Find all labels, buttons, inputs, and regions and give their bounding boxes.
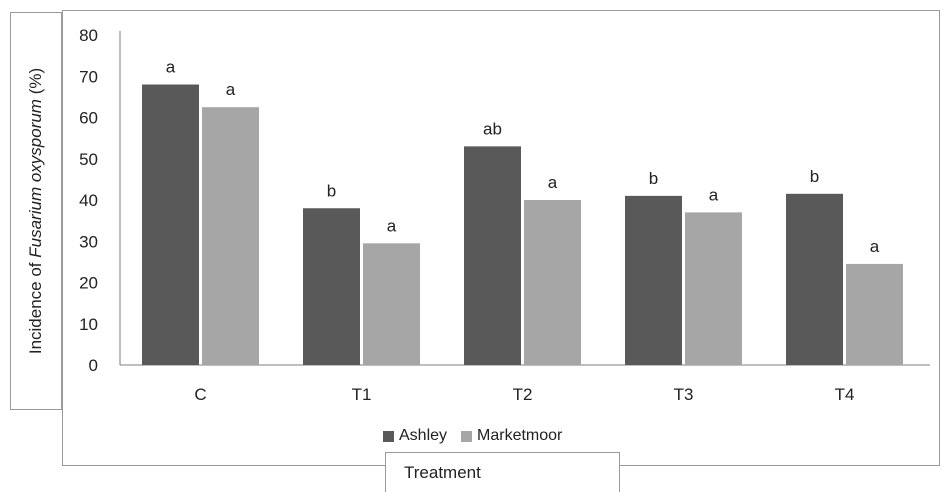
- x-tick-label: T3: [674, 385, 694, 404]
- x-tick-label: C: [194, 385, 206, 404]
- significance-letter: b: [649, 169, 658, 188]
- y-axis-label: Incidence of Fusarium oxysporum (%): [26, 68, 46, 354]
- legend: Ashley Marketmoor: [383, 427, 576, 445]
- bar-ashley-t2: [464, 146, 521, 365]
- y-axis-label-box: Incidence of Fusarium oxysporum (%): [10, 12, 62, 410]
- significance-letter: a: [548, 173, 558, 192]
- legend-label-ashley: Ashley: [399, 427, 448, 444]
- y-tick-label: 60: [79, 109, 98, 128]
- y-tick-label: 70: [79, 67, 98, 86]
- bar-ashley-t4: [786, 193, 843, 365]
- y-tick-label: 80: [79, 26, 98, 45]
- x-axis-label-box: Treatment: [385, 452, 620, 492]
- bar-marketmoor-t3: [685, 212, 742, 365]
- y-tick-label: 30: [79, 232, 98, 251]
- bar-marketmoor-t4: [846, 263, 903, 365]
- bar-marketmoor-t2: [524, 200, 581, 365]
- x-tick-label: T1: [352, 385, 372, 404]
- legend-entry-ashley: Ashley: [383, 427, 447, 445]
- x-tick-label: T2: [513, 385, 533, 404]
- y-axis-label-suffix: (%): [26, 67, 45, 100]
- legend-entry-marketmoor: Marketmoor: [461, 427, 562, 445]
- bar-ashley-t3: [625, 195, 682, 365]
- x-axis-label: Treatment: [404, 463, 481, 482]
- y-tick-label: 50: [79, 150, 98, 169]
- significance-letter: a: [709, 185, 719, 204]
- legend-swatch-marketmoor: [461, 430, 473, 442]
- significance-letter: a: [166, 58, 176, 77]
- significance-letter: ab: [483, 119, 502, 138]
- x-tick-label: T4: [835, 385, 855, 404]
- y-tick-label: 0: [89, 356, 98, 375]
- legend-swatch-ashley: [383, 430, 394, 442]
- significance-letter: b: [810, 167, 819, 186]
- bar-ashley-t1: [303, 208, 360, 365]
- y-axis-label-prefix: Incidence of: [26, 257, 45, 355]
- bar-marketmoor-t1: [363, 243, 420, 365]
- bar-ashley-c: [142, 84, 199, 365]
- y-axis-label-italic: Fusarium oxysporum: [26, 99, 45, 258]
- y-tick-label: 40: [79, 191, 98, 210]
- y-tick-label: 10: [79, 315, 98, 334]
- bar-marketmoor-c: [202, 107, 259, 365]
- significance-letter: a: [870, 237, 880, 256]
- legend-label-marketmoor: Marketmoor: [477, 427, 563, 444]
- significance-letter: b: [327, 181, 336, 200]
- y-tick-label: 20: [79, 274, 98, 293]
- significance-letter: a: [387, 216, 397, 235]
- significance-letter: a: [226, 80, 236, 99]
